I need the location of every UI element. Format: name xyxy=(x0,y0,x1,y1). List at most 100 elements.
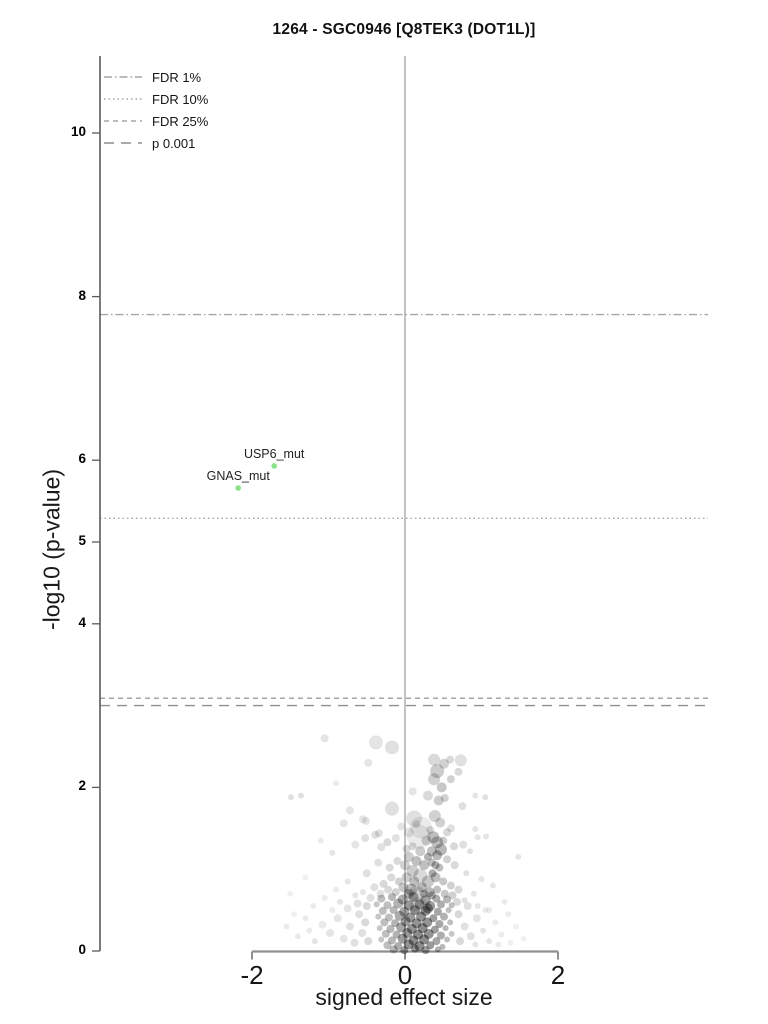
data-point xyxy=(362,869,371,878)
data-point xyxy=(333,886,340,893)
data-point xyxy=(498,931,505,938)
legend-item-fdr10: FDR 10% xyxy=(104,88,208,110)
data-point xyxy=(406,923,417,934)
data-point xyxy=(379,879,388,888)
data-point xyxy=(387,936,396,945)
data-point xyxy=(401,889,424,912)
data-point xyxy=(376,925,383,932)
data-point xyxy=(447,919,454,926)
data-point xyxy=(422,917,433,928)
data-point xyxy=(318,920,327,929)
data-point xyxy=(310,903,317,910)
y-axis-ticks xyxy=(92,132,100,952)
data-point xyxy=(402,844,411,853)
data-point xyxy=(466,932,475,941)
data-point xyxy=(443,855,452,864)
data-point xyxy=(420,895,431,906)
data-point xyxy=(408,935,419,946)
data-point xyxy=(458,802,467,811)
legend-label: FDR 1% xyxy=(152,69,202,85)
data-point xyxy=(408,885,425,902)
data-point xyxy=(433,907,442,916)
data-point xyxy=(432,937,441,946)
y-tick-label: 4 xyxy=(78,614,86,630)
longdash-line-sample xyxy=(104,142,142,144)
data-point xyxy=(339,934,348,943)
data-point xyxy=(375,913,382,920)
data-point xyxy=(501,898,508,905)
data-point xyxy=(505,911,512,918)
background-points xyxy=(283,734,527,955)
data-point xyxy=(428,869,437,878)
data-point xyxy=(459,840,468,849)
data-point xyxy=(432,894,441,903)
data-point xyxy=(364,937,373,946)
data-point xyxy=(345,806,354,815)
data-point xyxy=(446,824,455,833)
data-point xyxy=(478,876,485,883)
data-point xyxy=(443,895,452,904)
data-point xyxy=(480,927,487,934)
data-point xyxy=(419,934,430,945)
data-point xyxy=(405,912,416,923)
data-point xyxy=(384,801,399,816)
data-point xyxy=(344,878,351,885)
data-point xyxy=(448,930,455,937)
data-point xyxy=(472,826,479,833)
legend-label: FDR 10% xyxy=(152,91,209,107)
data-point xyxy=(389,945,398,954)
data-point xyxy=(350,938,359,947)
data-point xyxy=(288,794,295,801)
data-point xyxy=(329,907,336,914)
data-point xyxy=(384,740,399,755)
data-point xyxy=(400,860,410,871)
data-point xyxy=(287,890,294,897)
data-point xyxy=(450,861,459,870)
data-point xyxy=(461,897,468,904)
highlighted-point xyxy=(271,463,277,469)
data-point xyxy=(486,938,493,945)
data-point xyxy=(401,872,412,883)
data-point xyxy=(339,819,348,828)
data-point xyxy=(439,836,448,845)
data-point xyxy=(426,941,435,950)
data-point xyxy=(403,900,414,911)
data-point xyxy=(306,927,313,934)
data-point xyxy=(415,846,426,857)
legend-item-p001: p 0.001 xyxy=(104,132,208,154)
data-point xyxy=(472,941,479,948)
data-point xyxy=(383,838,392,847)
data-point xyxy=(302,874,309,881)
data-point xyxy=(472,792,479,799)
data-point xyxy=(463,870,470,877)
data-point xyxy=(409,897,428,916)
data-point xyxy=(326,929,335,938)
data-point xyxy=(408,892,419,903)
data-point xyxy=(403,939,414,950)
data-point xyxy=(370,883,379,892)
data-point xyxy=(421,946,430,955)
data-point xyxy=(446,755,455,764)
data-point xyxy=(413,868,428,883)
data-point xyxy=(436,931,445,940)
y-tick-label: 0 xyxy=(78,942,86,957)
data-point xyxy=(434,946,441,953)
data-point xyxy=(383,901,392,910)
data-point xyxy=(364,758,373,767)
data-point xyxy=(444,936,451,943)
data-point xyxy=(361,918,370,927)
data-point xyxy=(427,831,440,844)
data-point xyxy=(386,924,395,933)
data-point xyxy=(361,834,370,843)
data-point xyxy=(403,888,414,899)
data-point xyxy=(352,892,359,899)
data-point xyxy=(474,834,481,841)
y-tick-label: 10 xyxy=(70,124,86,139)
data-point xyxy=(396,922,407,933)
data-point xyxy=(423,928,434,939)
data-point xyxy=(291,911,298,918)
data-point xyxy=(320,734,329,743)
data-point xyxy=(436,900,445,909)
data-point xyxy=(448,891,457,900)
data-point xyxy=(403,827,414,838)
